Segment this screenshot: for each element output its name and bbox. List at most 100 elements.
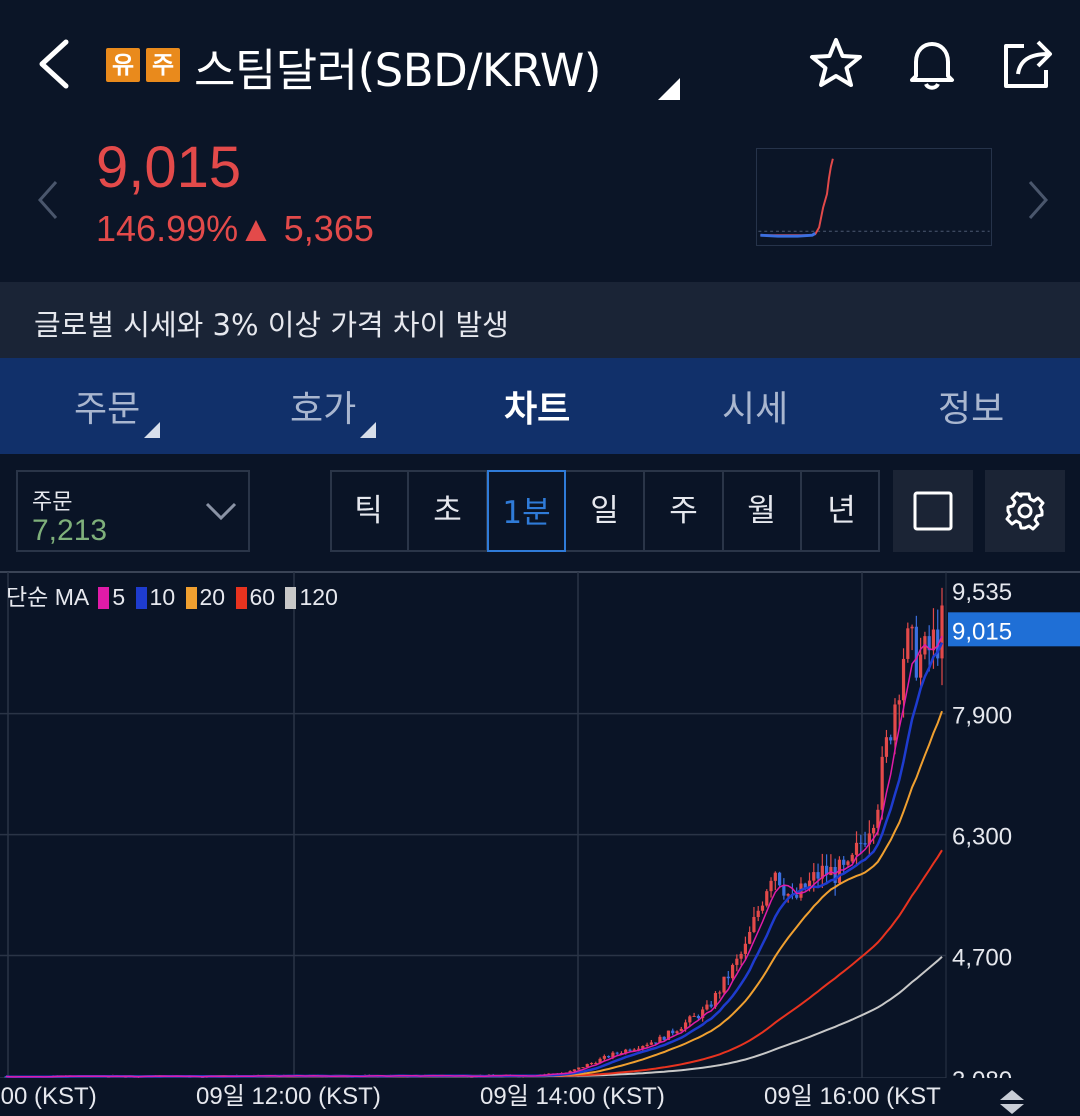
period-year[interactable]: 년 [827, 493, 856, 529]
candle-body [696, 1015, 700, 1019]
candle-body [649, 1042, 653, 1045]
candle-body [940, 605, 944, 659]
candle-body [863, 843, 867, 845]
candle-body [884, 737, 889, 757]
tab-order-dropdown-icon[interactable] [144, 422, 160, 438]
ma-legend: 단순 MA 5 10 20 60 120 [6, 578, 338, 612]
current-price: 9,015 [96, 135, 242, 200]
period-1min[interactable]: 1분 [487, 470, 566, 552]
candle-body [666, 1030, 671, 1040]
title-dropdown-triangle-icon[interactable] [658, 78, 680, 100]
tab-orderbook-dropdown-icon[interactable] [360, 422, 376, 438]
candle-body [662, 1036, 666, 1040]
tab-orderbook[interactable]: 호가 [290, 389, 357, 430]
y-tick-label: 6,300 [952, 824, 1012, 851]
period-second[interactable]: 초 [409, 470, 488, 552]
candle-body [615, 1052, 619, 1054]
candle-body [577, 1067, 581, 1070]
candle-body [782, 885, 786, 896]
candle-body [743, 943, 747, 954]
chart-settings-button[interactable] [985, 470, 1065, 552]
candle-body [636, 1048, 641, 1050]
ma20-label: 20 [199, 584, 226, 610]
bell-icon[interactable] [902, 34, 962, 94]
candle-body [683, 1022, 688, 1029]
ma120-label: 120 [299, 584, 338, 610]
tab-chart[interactable]: 차트 [504, 389, 571, 430]
candle-body [594, 1063, 598, 1065]
candle-body [859, 842, 863, 844]
candle-body [679, 1028, 683, 1032]
candle-body [572, 1069, 577, 1072]
y-tick-label: 7,900 [952, 703, 1012, 730]
candle-body [718, 992, 722, 994]
price-gap-notice: 글로벌 시세와 3% 이상 가격 차이 발생 [0, 282, 1080, 358]
period-tick[interactable]: 틱 [330, 470, 409, 552]
ma10-swatch [135, 587, 147, 609]
candle-body [611, 1052, 615, 1058]
coin-title[interactable]: 스팀달러(SBD/KRW) [194, 44, 601, 97]
ma120-swatch [285, 587, 297, 609]
candle-body [658, 1036, 662, 1043]
candle-body [906, 628, 910, 659]
candle-body [641, 1046, 645, 1049]
up-arrow-icon: ▲ [238, 208, 274, 249]
drawing-toggle-button[interactable] [893, 470, 973, 552]
period-month[interactable]: 월 [723, 470, 802, 552]
candle-body [705, 1004, 709, 1010]
order-select[interactable] [16, 470, 250, 552]
ma5-line [5, 635, 943, 1078]
order-select-value: 7,213 [32, 514, 108, 547]
main-tabs: 주문 호가 차트 시세 정보 [0, 358, 1080, 454]
candle-body [619, 1053, 624, 1055]
share-icon[interactable] [998, 34, 1058, 94]
candle-body [846, 861, 850, 865]
candle-body [795, 894, 799, 898]
ma5-label: 5 [112, 584, 126, 610]
star-icon[interactable] [806, 34, 866, 94]
candle-body [730, 964, 735, 979]
chevron-right-icon[interactable] [1022, 178, 1052, 222]
candle-body [765, 891, 769, 906]
candle-body [709, 1004, 713, 1007]
mini-price-chart [756, 148, 992, 246]
candle-body [581, 1067, 585, 1069]
back-icon[interactable] [32, 36, 76, 92]
tab-market-price[interactable]: 시세 [722, 389, 789, 430]
candle-body [842, 859, 846, 865]
candle-body [919, 654, 923, 678]
candle-body [769, 880, 773, 892]
chevron-left-icon[interactable] [34, 178, 64, 222]
candle-body [722, 976, 726, 993]
candle-body [889, 737, 893, 741]
x-tick-label: 09일 16:00 (KST [764, 1083, 941, 1110]
candle-body [816, 872, 820, 879]
candle-body [688, 1016, 692, 1023]
ma60-label: 60 [249, 584, 276, 610]
ma5-swatch [98, 587, 110, 609]
chevron-down-icon[interactable] [204, 500, 238, 522]
period-day[interactable]: 일 [566, 470, 645, 552]
candle-body [931, 629, 936, 651]
x-scroll-arrows-icon [1000, 1090, 1024, 1114]
candle-body [807, 880, 812, 890]
period-week[interactable]: 주 [645, 470, 724, 552]
candle-body [914, 626, 918, 678]
tab-info[interactable]: 정보 [938, 389, 1005, 430]
app-header [0, 0, 1080, 130]
candle-body [568, 1071, 572, 1073]
order-select-label: 주문 [32, 490, 73, 515]
candle-body [692, 1015, 696, 1017]
x-tick-label: :00 (KST) [0, 1083, 97, 1110]
price-change: 146.99%▲ 5,365 [96, 208, 374, 250]
candle-body [893, 704, 897, 741]
candle-body [671, 1030, 675, 1034]
candle-body [748, 931, 752, 944]
tab-order[interactable]: 주문 [74, 389, 141, 430]
ma10-label: 10 [149, 584, 176, 610]
y-tick-label: 4,700 [952, 945, 1012, 972]
candle-body [825, 865, 829, 876]
candle-body [602, 1056, 606, 1059]
